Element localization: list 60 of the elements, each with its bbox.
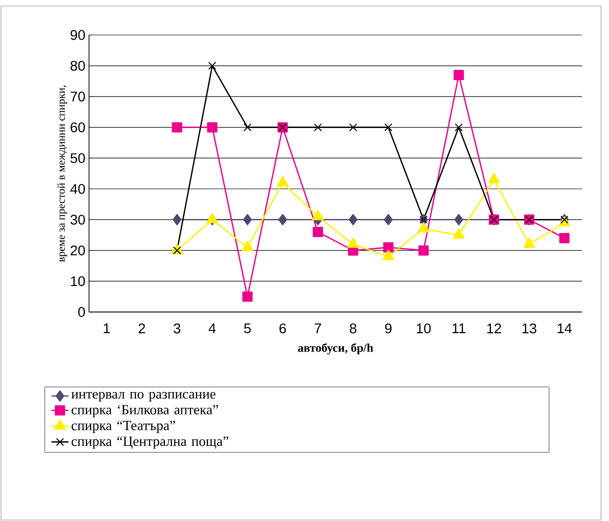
point bbox=[276, 176, 289, 186]
x-tick-label: 3 bbox=[174, 323, 180, 334]
y-tick-label: 60 bbox=[70, 122, 85, 132]
x-tick-label: 1 bbox=[104, 323, 110, 334]
x-tick-label: 13 bbox=[522, 323, 536, 334]
y-tick-label: 40 bbox=[70, 184, 85, 194]
point bbox=[559, 233, 570, 244]
point bbox=[383, 242, 394, 252]
point bbox=[208, 62, 216, 70]
legend-label: интервал по разписание bbox=[71, 392, 216, 402]
point bbox=[382, 250, 394, 260]
point bbox=[454, 214, 464, 226]
x-tick-label: 5 bbox=[244, 323, 251, 334]
y-tick-label: 20 bbox=[70, 245, 85, 256]
y-tick-label: 30 bbox=[70, 214, 85, 225]
point bbox=[384, 123, 392, 132]
x-tick-label: 11 bbox=[452, 323, 466, 334]
x-tick-label: 9 bbox=[385, 323, 392, 334]
point bbox=[312, 210, 324, 220]
y-tick-label: 70 bbox=[70, 92, 85, 102]
point bbox=[454, 70, 464, 80]
x-tick-label: 8 bbox=[350, 323, 356, 334]
x-tick-label: 12 bbox=[487, 323, 502, 334]
point bbox=[418, 245, 429, 256]
point bbox=[243, 214, 252, 226]
point bbox=[314, 123, 322, 132]
legend-label: спирка “Театъра” bbox=[72, 420, 175, 434]
legend-label: спирка ‘Билкова аптека” bbox=[72, 405, 218, 418]
point bbox=[349, 123, 358, 132]
point bbox=[173, 246, 182, 254]
point bbox=[243, 123, 252, 132]
point bbox=[172, 122, 182, 132]
y-tick-label: 0 bbox=[78, 307, 85, 317]
x-tick-label: 7 bbox=[314, 323, 322, 334]
y-tick-label: 50 bbox=[70, 153, 85, 164]
point bbox=[242, 291, 253, 302]
point bbox=[523, 238, 536, 248]
x-tick-label: 4 bbox=[208, 323, 216, 334]
point bbox=[278, 214, 288, 226]
point bbox=[242, 240, 254, 252]
point bbox=[207, 122, 218, 132]
point bbox=[347, 238, 359, 248]
point bbox=[384, 214, 393, 226]
y-axis-title: време за престой в междинни спирки, bbox=[57, 86, 68, 262]
y-tick-label: 80 bbox=[70, 60, 85, 71]
x-axis-title: автобуси, бр/h bbox=[298, 343, 374, 354]
y-tick-label: 90 bbox=[70, 30, 85, 40]
x-tick-label: 2 bbox=[138, 323, 146, 334]
legend-label: спирка “Централна поща” bbox=[72, 436, 228, 449]
point bbox=[312, 226, 324, 238]
x-tick-label: 6 bbox=[280, 323, 286, 334]
point bbox=[172, 214, 182, 226]
x-tick-label: 10 bbox=[416, 323, 431, 334]
point bbox=[488, 173, 500, 184]
point bbox=[348, 214, 358, 226]
point bbox=[418, 222, 430, 233]
y-tick-label: 10 bbox=[71, 276, 85, 286]
point bbox=[452, 228, 465, 239]
point bbox=[454, 123, 463, 132]
x-tick-label: 14 bbox=[558, 323, 572, 334]
